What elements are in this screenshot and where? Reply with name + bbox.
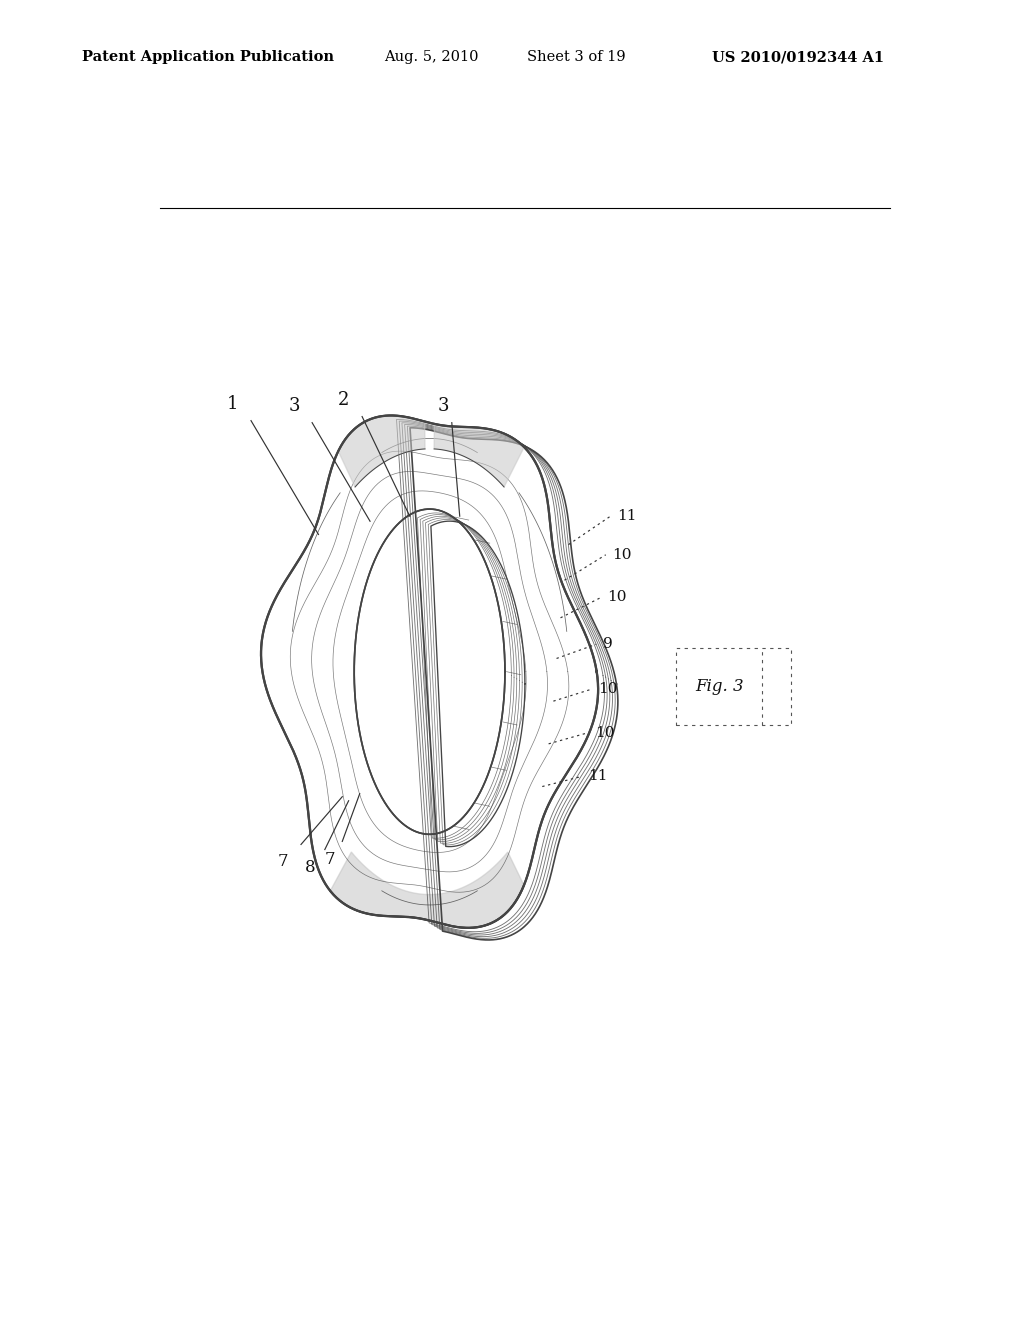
Text: 11: 11 (616, 510, 636, 523)
Text: Aug. 5, 2010: Aug. 5, 2010 (384, 50, 478, 65)
Text: 8: 8 (305, 859, 315, 876)
Text: Sheet 3 of 19: Sheet 3 of 19 (527, 50, 626, 65)
Text: 9: 9 (602, 638, 612, 651)
Text: 7: 7 (278, 853, 288, 870)
Text: 10: 10 (599, 682, 618, 696)
Text: 11: 11 (588, 770, 608, 783)
Text: 3: 3 (438, 397, 450, 416)
Text: US 2010/0192344 A1: US 2010/0192344 A1 (712, 50, 884, 65)
Text: 2: 2 (338, 391, 349, 409)
Text: Patent Application Publication: Patent Application Publication (82, 50, 334, 65)
Polygon shape (338, 416, 425, 487)
Text: 10: 10 (607, 590, 627, 605)
Text: 10: 10 (595, 726, 614, 739)
Bar (676, 648, 791, 725)
Polygon shape (434, 424, 524, 487)
Text: 10: 10 (612, 548, 632, 562)
Text: Fig. 3: Fig. 3 (695, 678, 743, 694)
Text: 3: 3 (289, 397, 300, 416)
Text: 7: 7 (325, 851, 336, 869)
Text: 1: 1 (227, 396, 239, 413)
Polygon shape (331, 851, 524, 928)
